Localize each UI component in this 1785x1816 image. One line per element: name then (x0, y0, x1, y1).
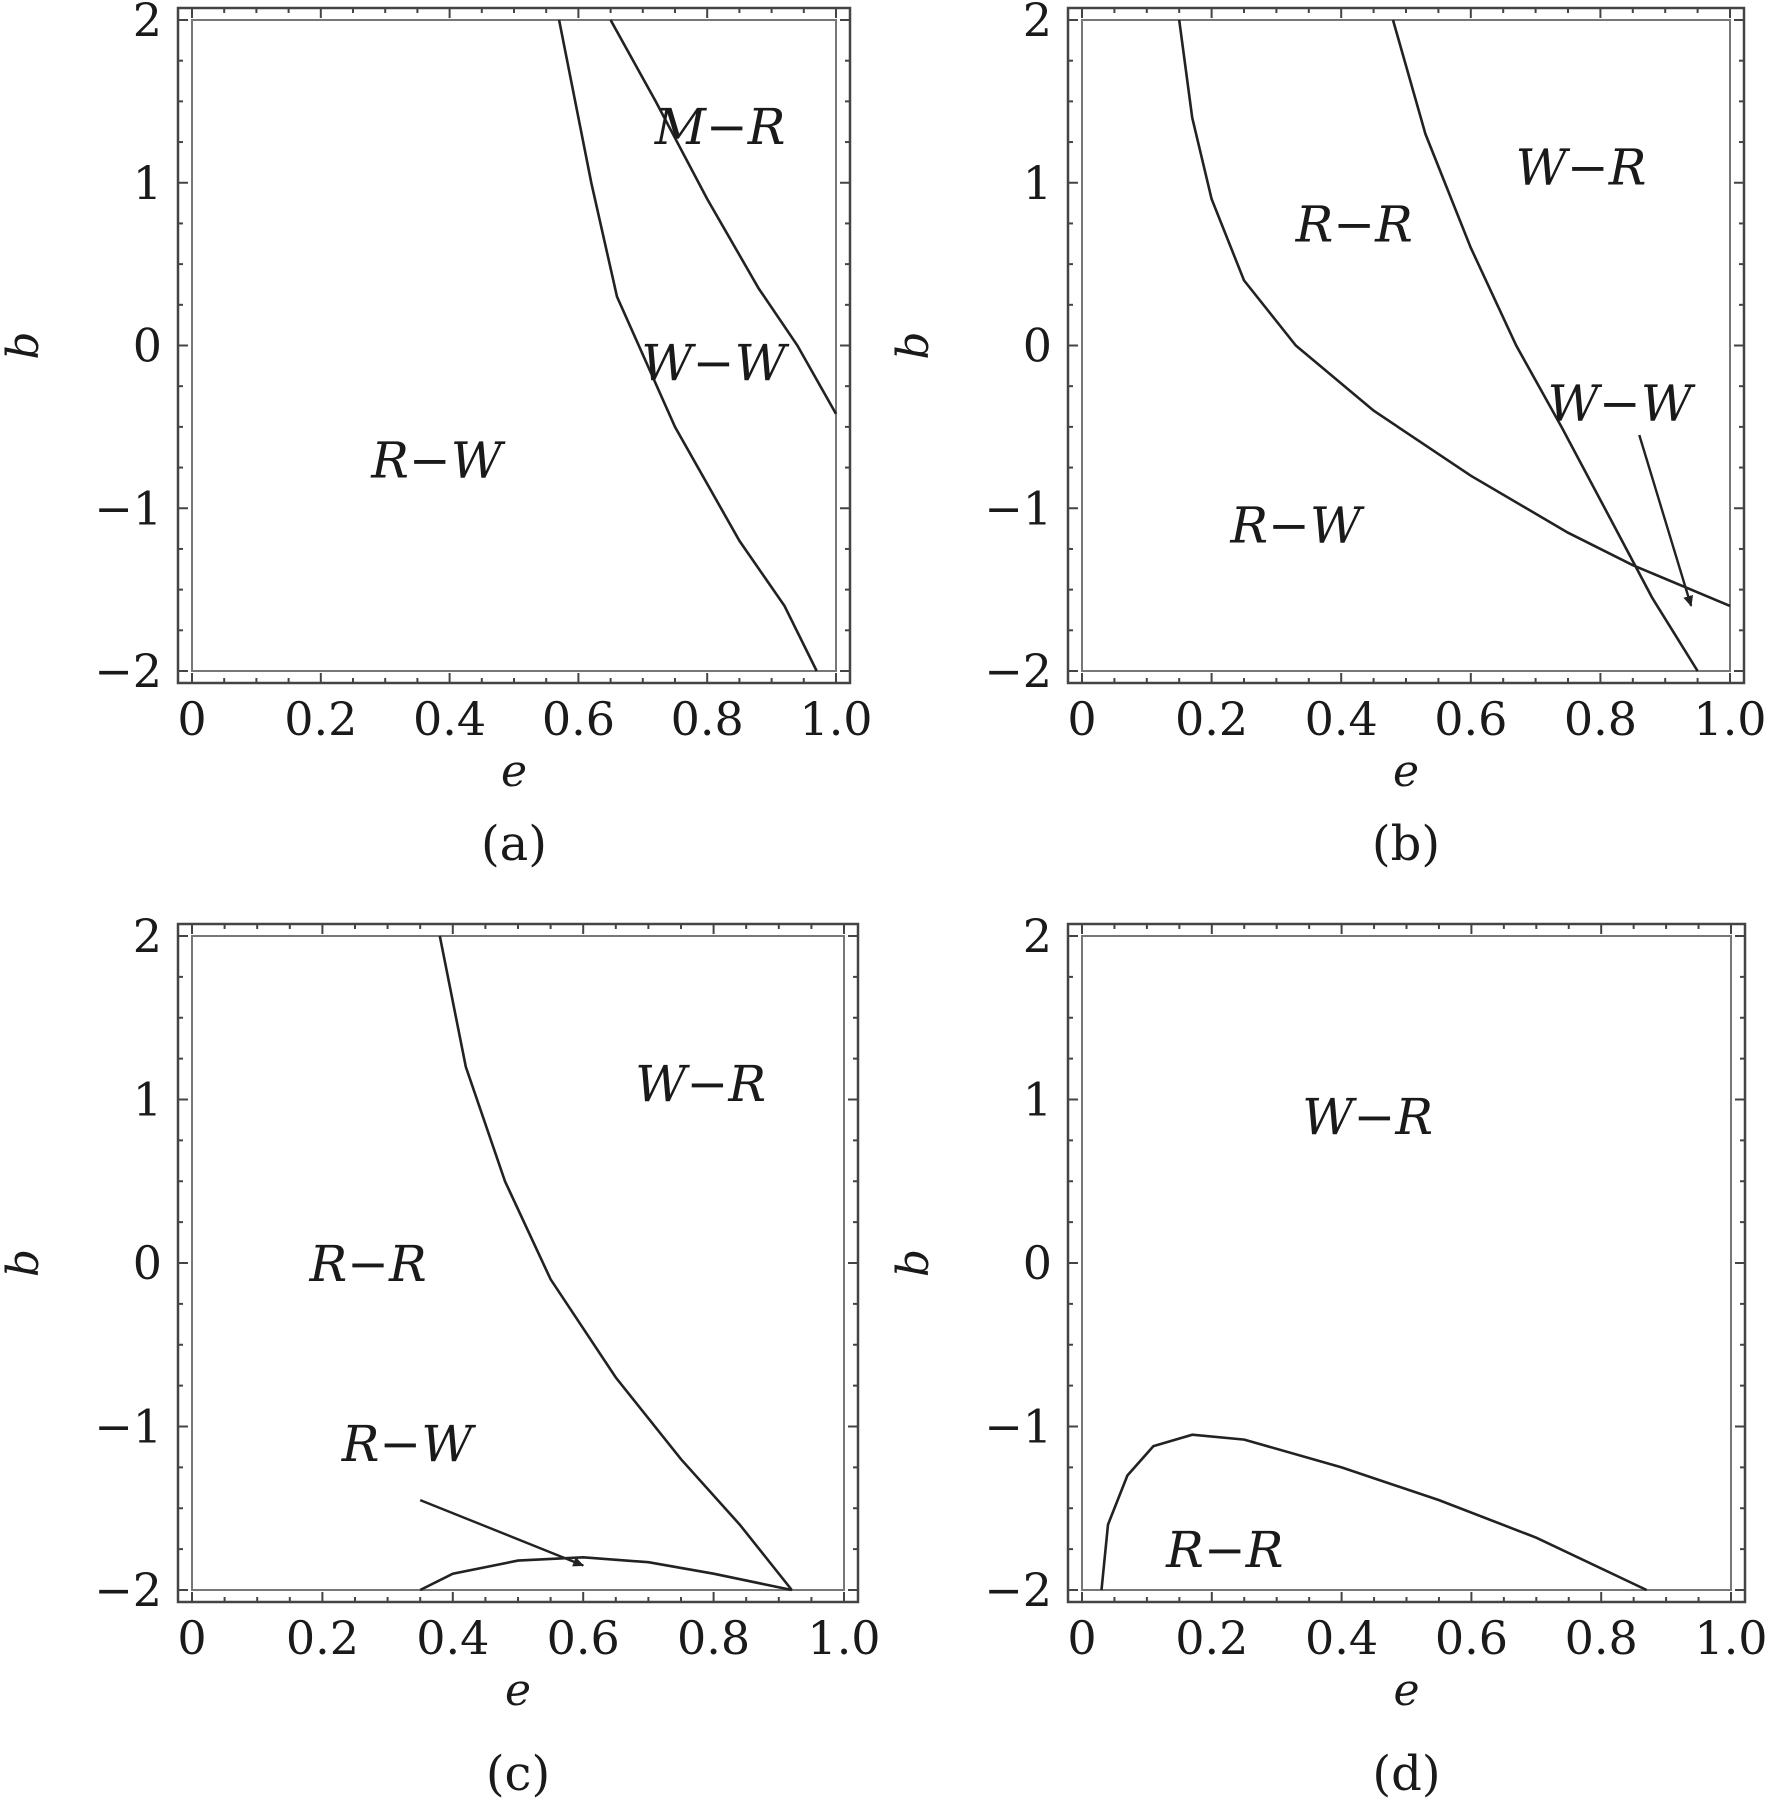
region-label: R−W (1229, 497, 1365, 555)
x-tick-label: 0.8 (677, 1611, 750, 1665)
x-axis-title: e (1393, 1665, 1419, 1716)
y-tick-label: 2 (1023, 0, 1052, 47)
x-tick-label: 1.0 (799, 692, 872, 746)
panel-label: (c) (486, 1746, 550, 1802)
x-tick-label: 0.4 (1305, 692, 1378, 746)
x-tick-label: 0.4 (413, 692, 486, 746)
y-axis-title: b (0, 1249, 49, 1277)
plot-inner-frame (1081, 19, 1731, 672)
x-tick-label: 0.6 (547, 1611, 620, 1665)
x-tick-label: 1.0 (1693, 692, 1766, 746)
annotation-arrow (1638, 434, 1694, 607)
region-label: M−R (654, 98, 786, 156)
y-tick-label: −2 (94, 1563, 162, 1617)
boundary-curve-2 (609, 19, 838, 415)
y-tick-label: 0 (133, 319, 162, 373)
x-tick-label: 0 (1067, 692, 1096, 746)
y-axis-title: b (0, 331, 49, 359)
x-tick-label: 0.4 (1305, 1611, 1378, 1665)
x-tick-label: 0.2 (284, 692, 357, 746)
y-tick-label: 2 (133, 0, 162, 47)
x-axis-title: e (505, 1665, 531, 1716)
boundary-curve-1 (438, 935, 793, 1591)
y-tick-label: 2 (133, 909, 162, 963)
y-tick-label: 1 (1023, 1073, 1052, 1127)
y-tick-label: −1 (984, 1400, 1052, 1454)
y-tick-label: 0 (1023, 319, 1052, 373)
y-tick-label: −2 (984, 644, 1052, 698)
x-tick-label: 1.0 (1694, 1611, 1767, 1665)
panel-b: 0 0.2 0.4 0.6 0.8 1.0 2 1 0 −1 −2 e b W−R R−R W−W R−W (b) (888, 0, 1767, 872)
y-tick-label: 0 (1023, 1236, 1052, 1290)
x-tick-label: 0.2 (286, 1611, 359, 1665)
y-axis-title: b (888, 331, 939, 359)
y-tick-label: −1 (984, 481, 1052, 535)
x-tick-label: 0.8 (1565, 1611, 1638, 1665)
panel-label: (a) (481, 816, 547, 872)
plot-frame (176, 922, 860, 1604)
x-tick-label: 0 (177, 1611, 206, 1665)
boundary-curve-2 (1391, 19, 1699, 672)
y-tick-label: −2 (984, 1563, 1052, 1617)
x-axis-title: e (501, 746, 527, 797)
plot-frame (1066, 922, 1747, 1604)
x-tick-label: 0.2 (1175, 692, 1248, 746)
y-tick-label: −1 (94, 1400, 162, 1454)
y-tick-label: 2 (1023, 909, 1052, 963)
y-tick-label: 0 (133, 1236, 162, 1290)
y-tick-label: 1 (133, 156, 162, 210)
x-tick-label: 0.6 (542, 692, 615, 746)
panel-label: (d) (1372, 1746, 1440, 1802)
y-axis-title: b (888, 1249, 939, 1277)
boundary-curve-1 (1177, 19, 1731, 608)
x-tick-label: 1.0 (807, 1611, 880, 1665)
x-tick-label: 0.8 (1564, 692, 1637, 746)
x-tick-label: 0.2 (1175, 1611, 1248, 1665)
x-tick-label: 0.6 (1435, 1611, 1508, 1665)
boundary-curve-1 (557, 19, 818, 672)
plot-inner-frame (191, 935, 845, 1591)
region-label: R−W (370, 431, 506, 489)
boundary-curve-1 (1100, 1433, 1648, 1592)
region-label: W−R (635, 1055, 766, 1113)
plot-inner-frame (1081, 935, 1732, 1591)
boundary-curve-2 (419, 1555, 793, 1592)
region-label: W−W (1547, 374, 1695, 432)
x-axis-title: e (1393, 746, 1419, 797)
region-label: W−W (641, 334, 789, 392)
y-tick-label: 1 (133, 1073, 162, 1127)
region-label: R−R (1165, 1521, 1283, 1579)
region-label: W−R (1302, 1088, 1433, 1146)
annotation-arrow (419, 1498, 585, 1567)
panel-a: 0 0.2 0.4 0.6 0.8 1.0 2 1 0 −1 −2 e b M−R W−W R−W (a) (0, 0, 873, 872)
x-tick-label: 0 (1067, 1611, 1096, 1665)
panel-d: 0 0.2 0.4 0.6 0.8 1.0 2 1 0 −1 −2 e b W−R R−R (d) (888, 909, 1768, 1802)
region-label: R−R (308, 1235, 426, 1293)
y-tick-label: −1 (94, 481, 162, 535)
panel-label: (b) (1372, 816, 1440, 872)
region-label: R−R (1295, 195, 1413, 253)
y-tick-label: 1 (1023, 156, 1052, 210)
x-tick-label: 0 (177, 692, 206, 746)
plot-inner-frame (191, 19, 837, 672)
x-tick-label: 0.6 (1434, 692, 1507, 746)
x-tick-label: 0.4 (416, 1611, 489, 1665)
region-label: R−W (341, 1415, 477, 1473)
y-tick-label: −2 (94, 644, 162, 698)
panel-c: 0 0.2 0.4 0.6 0.8 1.0 2 1 0 −1 −2 e b W−R R−R R−W (c) (0, 909, 881, 1802)
x-tick-label: 0.8 (671, 692, 744, 746)
region-label: W−R (1515, 138, 1646, 196)
